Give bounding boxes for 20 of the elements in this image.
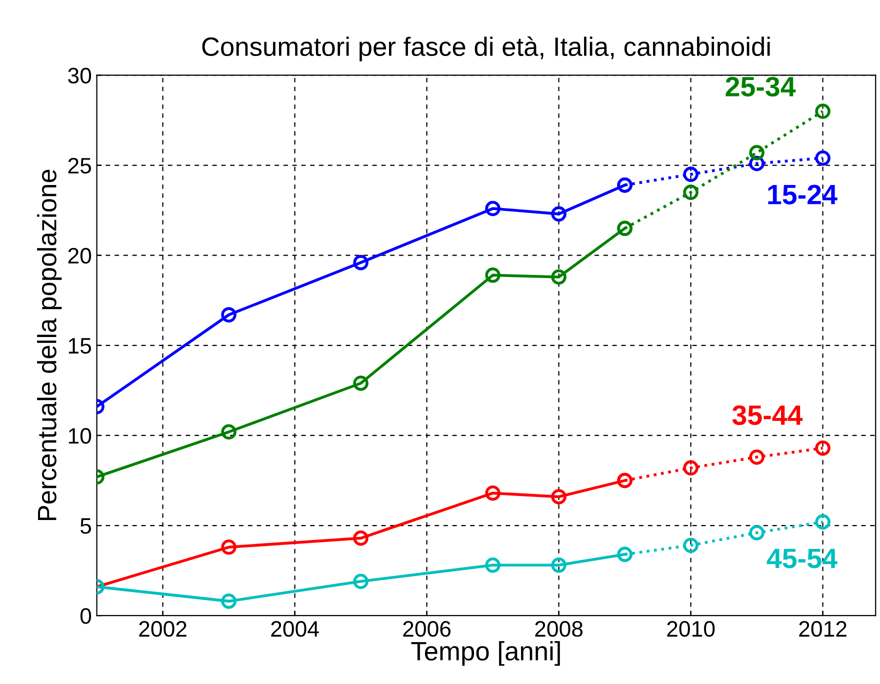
y-tick-label: 30 [68,68,92,84]
x-tick-label: 2010 [667,621,715,637]
x-tick-label: 2002 [139,621,186,637]
text: 45-54 [766,548,838,568]
x-tick-label: 2004 [271,621,319,637]
x-axis-title: Tempo [anni] [411,641,560,666]
x-tick-label: 2006 [403,621,451,637]
text: 35-44 [732,405,803,426]
chart-title: Consumatori per fasce di età, Italia, cannabinoidi [202,36,770,62]
x-tick-label: 2012 [799,621,846,637]
y-axis-title: Percentuale della popolazione [37,170,62,520]
y-tick-label: 20 [68,248,92,264]
y-tick-label: 5 [80,518,92,534]
text: 15-24 [768,184,838,204]
y-tick-label: 25 [68,158,92,174]
y-tick-label: 0 [80,608,92,624]
y-tick-label: 15 [68,338,92,354]
text: 25-34 [726,76,796,97]
y-tick-label: 10 [68,428,92,444]
x-tick-label: 2008 [535,621,583,637]
